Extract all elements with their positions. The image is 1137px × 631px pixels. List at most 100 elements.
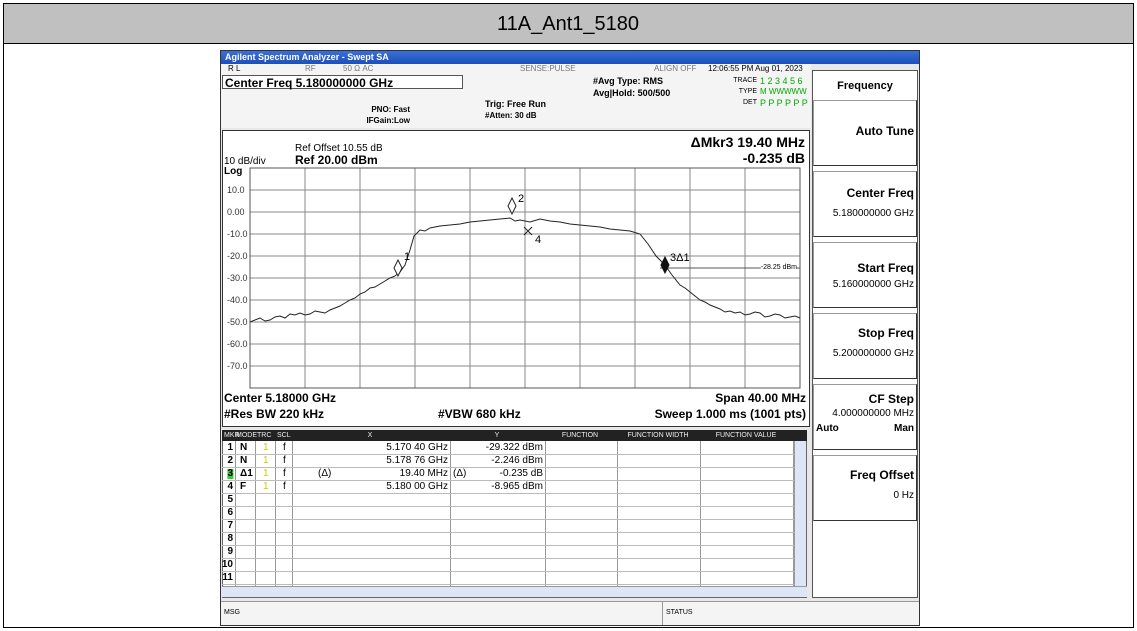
softkey[interactable] [813,313,917,379]
header-row [4,4,1133,44]
y-tick-label: -10.0 [227,229,248,239]
status: ALIGN OFF [654,64,697,73]
setting: P P P P P P [760,98,808,108]
marker-2 [507,196,517,216]
vbw: #VBW 680 kHz [438,407,521,421]
row-divider [222,558,794,559]
header-title: 11A_Ant1_5180 [497,13,639,35]
column-header: TRC [257,432,272,439]
column-header: MODE [236,432,257,439]
column-divider [275,441,276,586]
setting: 1 2 3 4 5 6 [760,76,803,86]
y-tick-label: -20.0 [227,251,248,261]
softkey[interactable] [813,171,917,237]
marker-label: 2 [518,193,525,205]
softkey-label: Start Freq [857,261,914,275]
trace [249,217,801,323]
setting: PNO: Fast [371,105,410,114]
row-divider [222,532,794,533]
sweep: Sweep 1.000 ms (1001 pts) [654,407,806,421]
status-label: STATUS [666,609,693,616]
marker-3 [660,255,670,275]
row-divider [222,584,794,585]
row-divider [222,506,794,507]
setting: M WWWWW [760,87,807,96]
cell: -29.322 dBm [485,442,543,453]
menu-title: Frequency [837,80,893,92]
cell: 5.178 76 GHz [386,455,448,466]
cell: -2.246 dBm [491,455,543,466]
column-header: FUNCTION WIDTH [627,432,689,439]
scale-type: Log [224,166,243,177]
delta-marker: ΔMkr3 19.40 MHz [690,134,805,150]
y-tick-label: 10.0 [227,185,245,195]
softkey-panel [812,70,918,598]
softkey-label: Freq Offset [849,468,914,482]
delta-value: -0.235 dB [742,150,805,166]
marker-4 [523,226,533,236]
cell: 11 [222,572,233,583]
setting: IFGain:Low [366,116,410,125]
cell: 3 [227,468,233,479]
cell: -8.965 dBm [491,481,543,492]
y-tick-label: -40.0 [227,295,248,305]
cell: 1 [263,481,269,492]
y-tick-label: -30.0 [227,273,248,283]
cell: 5.170 40 GHz [386,442,448,453]
cell: f [283,481,286,492]
center-freq: Center Freq 5.180000000 GHz [225,76,394,90]
status: 12:06:55 PM Aug 01, 2023 [708,64,803,73]
ref-offset: Ref Offset 10.55 dB [295,143,383,154]
row-divider [222,467,794,468]
plot-frame [249,167,801,389]
softkey-value: 5.180000000 GHz [832,208,914,219]
marker-1 [393,258,403,278]
softkey-label: CF Step [868,392,914,406]
cell: (Δ) [453,468,467,479]
status: R L [228,64,241,73]
column-divider [617,441,618,586]
column-divider [793,441,794,586]
column-divider [700,441,701,586]
softkey[interactable] [813,384,917,450]
center-freq-box [222,75,463,89]
cell: f [283,455,286,466]
softkey[interactable] [813,242,917,308]
setting: TYPE [738,88,757,95]
softkey[interactable] [813,100,917,166]
cell: 6 [227,507,233,518]
cell: 2 [227,455,233,466]
status: SENSE:PULSE [520,64,576,73]
softkey-value: 5.200000000 GHz [832,348,914,359]
cell: f [283,468,286,479]
y-tick-label: -60.0 [227,339,248,349]
cell: N [240,442,248,453]
softkey[interactable] [813,455,917,521]
status: RF [305,64,316,73]
window-title: Agilent Spectrum Analyzer - Swept SA [225,52,389,62]
h-scrollbar [222,586,807,597]
scale: 10 dB/div [224,156,266,167]
marker-table-header [222,430,807,441]
cell: -0.235 dB [499,468,543,479]
softkey-value: 4.000000000 MHz [832,408,914,419]
setting: Trig: Free Run [485,99,547,109]
y-tick-label: -70.0 [227,361,248,371]
row-divider [222,545,794,546]
cell: 4 [227,481,233,492]
column-divider [450,441,451,586]
scrollbar [794,441,806,586]
y-tick-label: -50.0 [227,317,248,327]
softkey-label: Auto Tune [855,124,914,138]
column-header: X [367,432,373,439]
marker-label: 3Δ1 [670,252,690,264]
softkey-value: 0 Hz [893,490,914,501]
softkey-value: 5.160000000 GHz [832,279,914,290]
divider [662,601,663,625]
cell: F [240,481,247,492]
status: 50 Ω AC [343,64,374,73]
setting: TRACE [733,77,757,84]
cell: (Δ) [318,468,332,479]
column-divider [545,441,546,586]
